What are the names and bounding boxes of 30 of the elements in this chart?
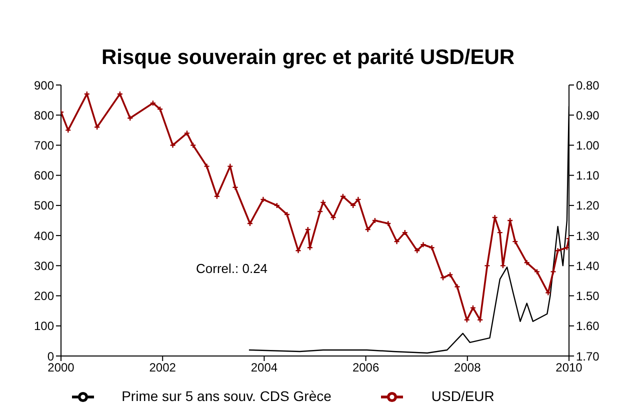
- y-tick-label: 800: [34, 108, 54, 122]
- y2-tick-label: 1.70: [576, 349, 600, 364]
- y-tick-label: 100: [34, 319, 54, 334]
- y-tick-label: 0: [47, 349, 54, 364]
- x-tick-label: 2010: [556, 360, 583, 375]
- y2-tick-label: 1.00: [576, 138, 600, 152]
- y2-tick-label: 1.30: [576, 228, 600, 243]
- y2-tick-label: 1.40: [576, 258, 600, 273]
- x-tick-label: 2008: [454, 360, 482, 375]
- y2-tick-label: 0.90: [576, 108, 600, 122]
- y2-tick-label: 1.60: [576, 319, 600, 334]
- y2-tick-label: 0.80: [576, 78, 600, 92]
- legend-label: Prime sur 5 ans souv. CDS Grèce: [122, 388, 332, 404]
- y2-tick-label: 1.20: [576, 198, 600, 213]
- legend-label: USD/EUR: [431, 388, 494, 404]
- x-tick-label: 2006: [352, 360, 380, 375]
- y-tick-label: 200: [34, 289, 54, 304]
- y-tick-label: 400: [34, 228, 54, 243]
- y-tick-label: 900: [34, 78, 54, 92]
- chart-title: Risque souverain grec et parité USD/EUR: [100, 46, 516, 70]
- y-tick-label: 600: [34, 168, 54, 183]
- x-tick-label: 2004: [250, 360, 278, 375]
- annotation: Correl.: 0.24: [196, 261, 268, 276]
- y2-tick-label: 1.50: [576, 289, 600, 304]
- x-tick-label: 2000: [48, 360, 75, 375]
- y-tick-label: 300: [34, 258, 54, 273]
- x-tick-label: 2002: [149, 360, 176, 375]
- y2-tick-label: 1.10: [576, 168, 600, 183]
- y-tick-label: 500: [34, 198, 54, 213]
- y-tick-label: 700: [34, 138, 54, 152]
